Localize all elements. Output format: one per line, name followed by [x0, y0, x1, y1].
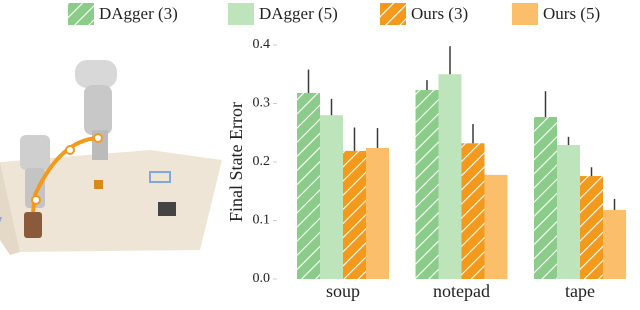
object — [94, 180, 103, 189]
y-tick-label: 0.4 — [253, 37, 271, 52]
bar — [343, 150, 366, 279]
robot-arm — [75, 60, 117, 88]
bar — [534, 116, 557, 279]
waypoint — [31, 195, 41, 205]
waypoint — [65, 145, 75, 155]
x-tick-label: soup — [326, 281, 360, 301]
legend-label: DAgger (3) — [99, 4, 178, 23]
y-tick-label: 0.3 — [253, 96, 271, 111]
legend-swatch — [380, 3, 406, 25]
bar — [320, 115, 343, 279]
legend-label: DAgger (5) — [259, 4, 338, 23]
bar — [297, 92, 320, 279]
bar — [557, 145, 580, 279]
bar — [484, 174, 508, 279]
object — [158, 202, 176, 216]
bar — [415, 90, 439, 279]
legend-swatch — [68, 3, 94, 25]
bar — [603, 209, 626, 279]
waypoint — [93, 133, 103, 143]
table — [0, 150, 222, 252]
bar — [461, 143, 485, 279]
robot-scene — [0, 60, 222, 255]
y-tick-label: 0.1 — [253, 213, 271, 228]
soup-can — [24, 212, 42, 238]
y-tick-label: 0.0 — [253, 271, 271, 286]
bar — [438, 74, 462, 279]
x-tick-label: tape — [565, 281, 595, 301]
y-tick-label: 0.2 — [253, 154, 271, 169]
trajectory — [31, 136, 99, 213]
legend-label: Ours (5) — [543, 4, 600, 23]
legend-swatch — [228, 3, 254, 25]
bar — [366, 147, 389, 279]
y-axis-label: Final State Error — [226, 102, 246, 222]
table-edge — [0, 162, 20, 255]
legend-label: Ours (3) — [411, 4, 468, 23]
target-zone — [149, 171, 171, 183]
x-tick-label: notepad — [433, 281, 490, 301]
robot-arm — [84, 85, 112, 135]
bar — [580, 176, 603, 279]
legend-swatch — [512, 3, 538, 25]
robot-arm — [20, 135, 50, 170]
